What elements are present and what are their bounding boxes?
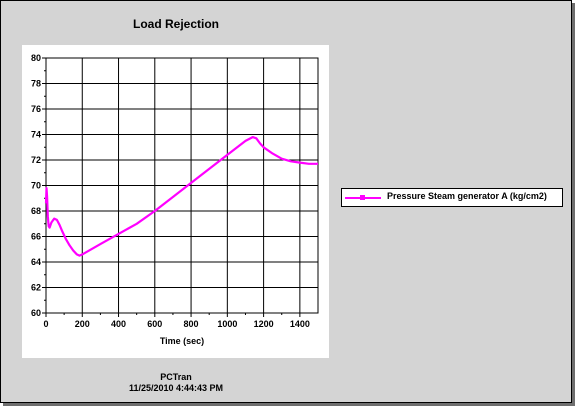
x-tick-label: 400 <box>111 319 126 329</box>
y-tick-label: 62 <box>31 283 41 293</box>
y-tick-label: 76 <box>31 104 41 114</box>
y-tick-label: 80 <box>31 53 41 63</box>
chart-title: Load Rejection <box>132 17 219 31</box>
y-tick-label: 78 <box>31 79 41 89</box>
series-layer <box>44 135 318 257</box>
x-axis-label: Time (sec) <box>160 336 204 346</box>
footer-app-name: PCTran <box>160 372 192 382</box>
legend-swatch-marker <box>360 195 365 200</box>
y-tick-label: 74 <box>31 130 41 140</box>
x-tick-label: 200 <box>75 319 90 329</box>
x-tick-label: 0 <box>43 319 48 329</box>
x-tick-label: 800 <box>184 319 199 329</box>
y-tick-label: 72 <box>31 155 41 165</box>
plot-panel: 0 200 400 600 800 1000 1200 1400 60 62 64 66 68 70 72 7… <box>22 45 329 358</box>
legend: Pressure Steam generator A (kg/cm2) <box>341 188 563 207</box>
series-line-pressure-sg-a <box>44 135 318 257</box>
footer: PCTran 11/25/2010 4:44:43 PM <box>23 372 329 394</box>
footer-timestamp: 11/25/2010 4:44:43 PM <box>128 383 224 393</box>
grid <box>45 57 318 314</box>
axis-ticks: 0 200 400 600 800 1000 1200 1400 60 62 64 66 68 70 72 7… <box>31 53 310 329</box>
y-tick-label: 60 <box>31 308 41 318</box>
y-tick-label: 64 <box>31 257 41 267</box>
line-chart: 0 200 400 600 800 1000 1200 1400 60 62 64 66 68 70 72 7… <box>31 53 319 346</box>
legend-label-series-1: Pressure Steam generator A (kg/cm2) <box>387 191 547 201</box>
x-tick-label: 1400 <box>290 319 310 329</box>
y-tick-label: 68 <box>31 206 41 216</box>
x-tick-label: 600 <box>147 319 162 329</box>
x-tick-label: 1000 <box>217 319 237 329</box>
x-tick-label: 1200 <box>254 319 274 329</box>
y-tick-label: 66 <box>31 232 41 242</box>
y-tick-label: 70 <box>31 181 41 191</box>
